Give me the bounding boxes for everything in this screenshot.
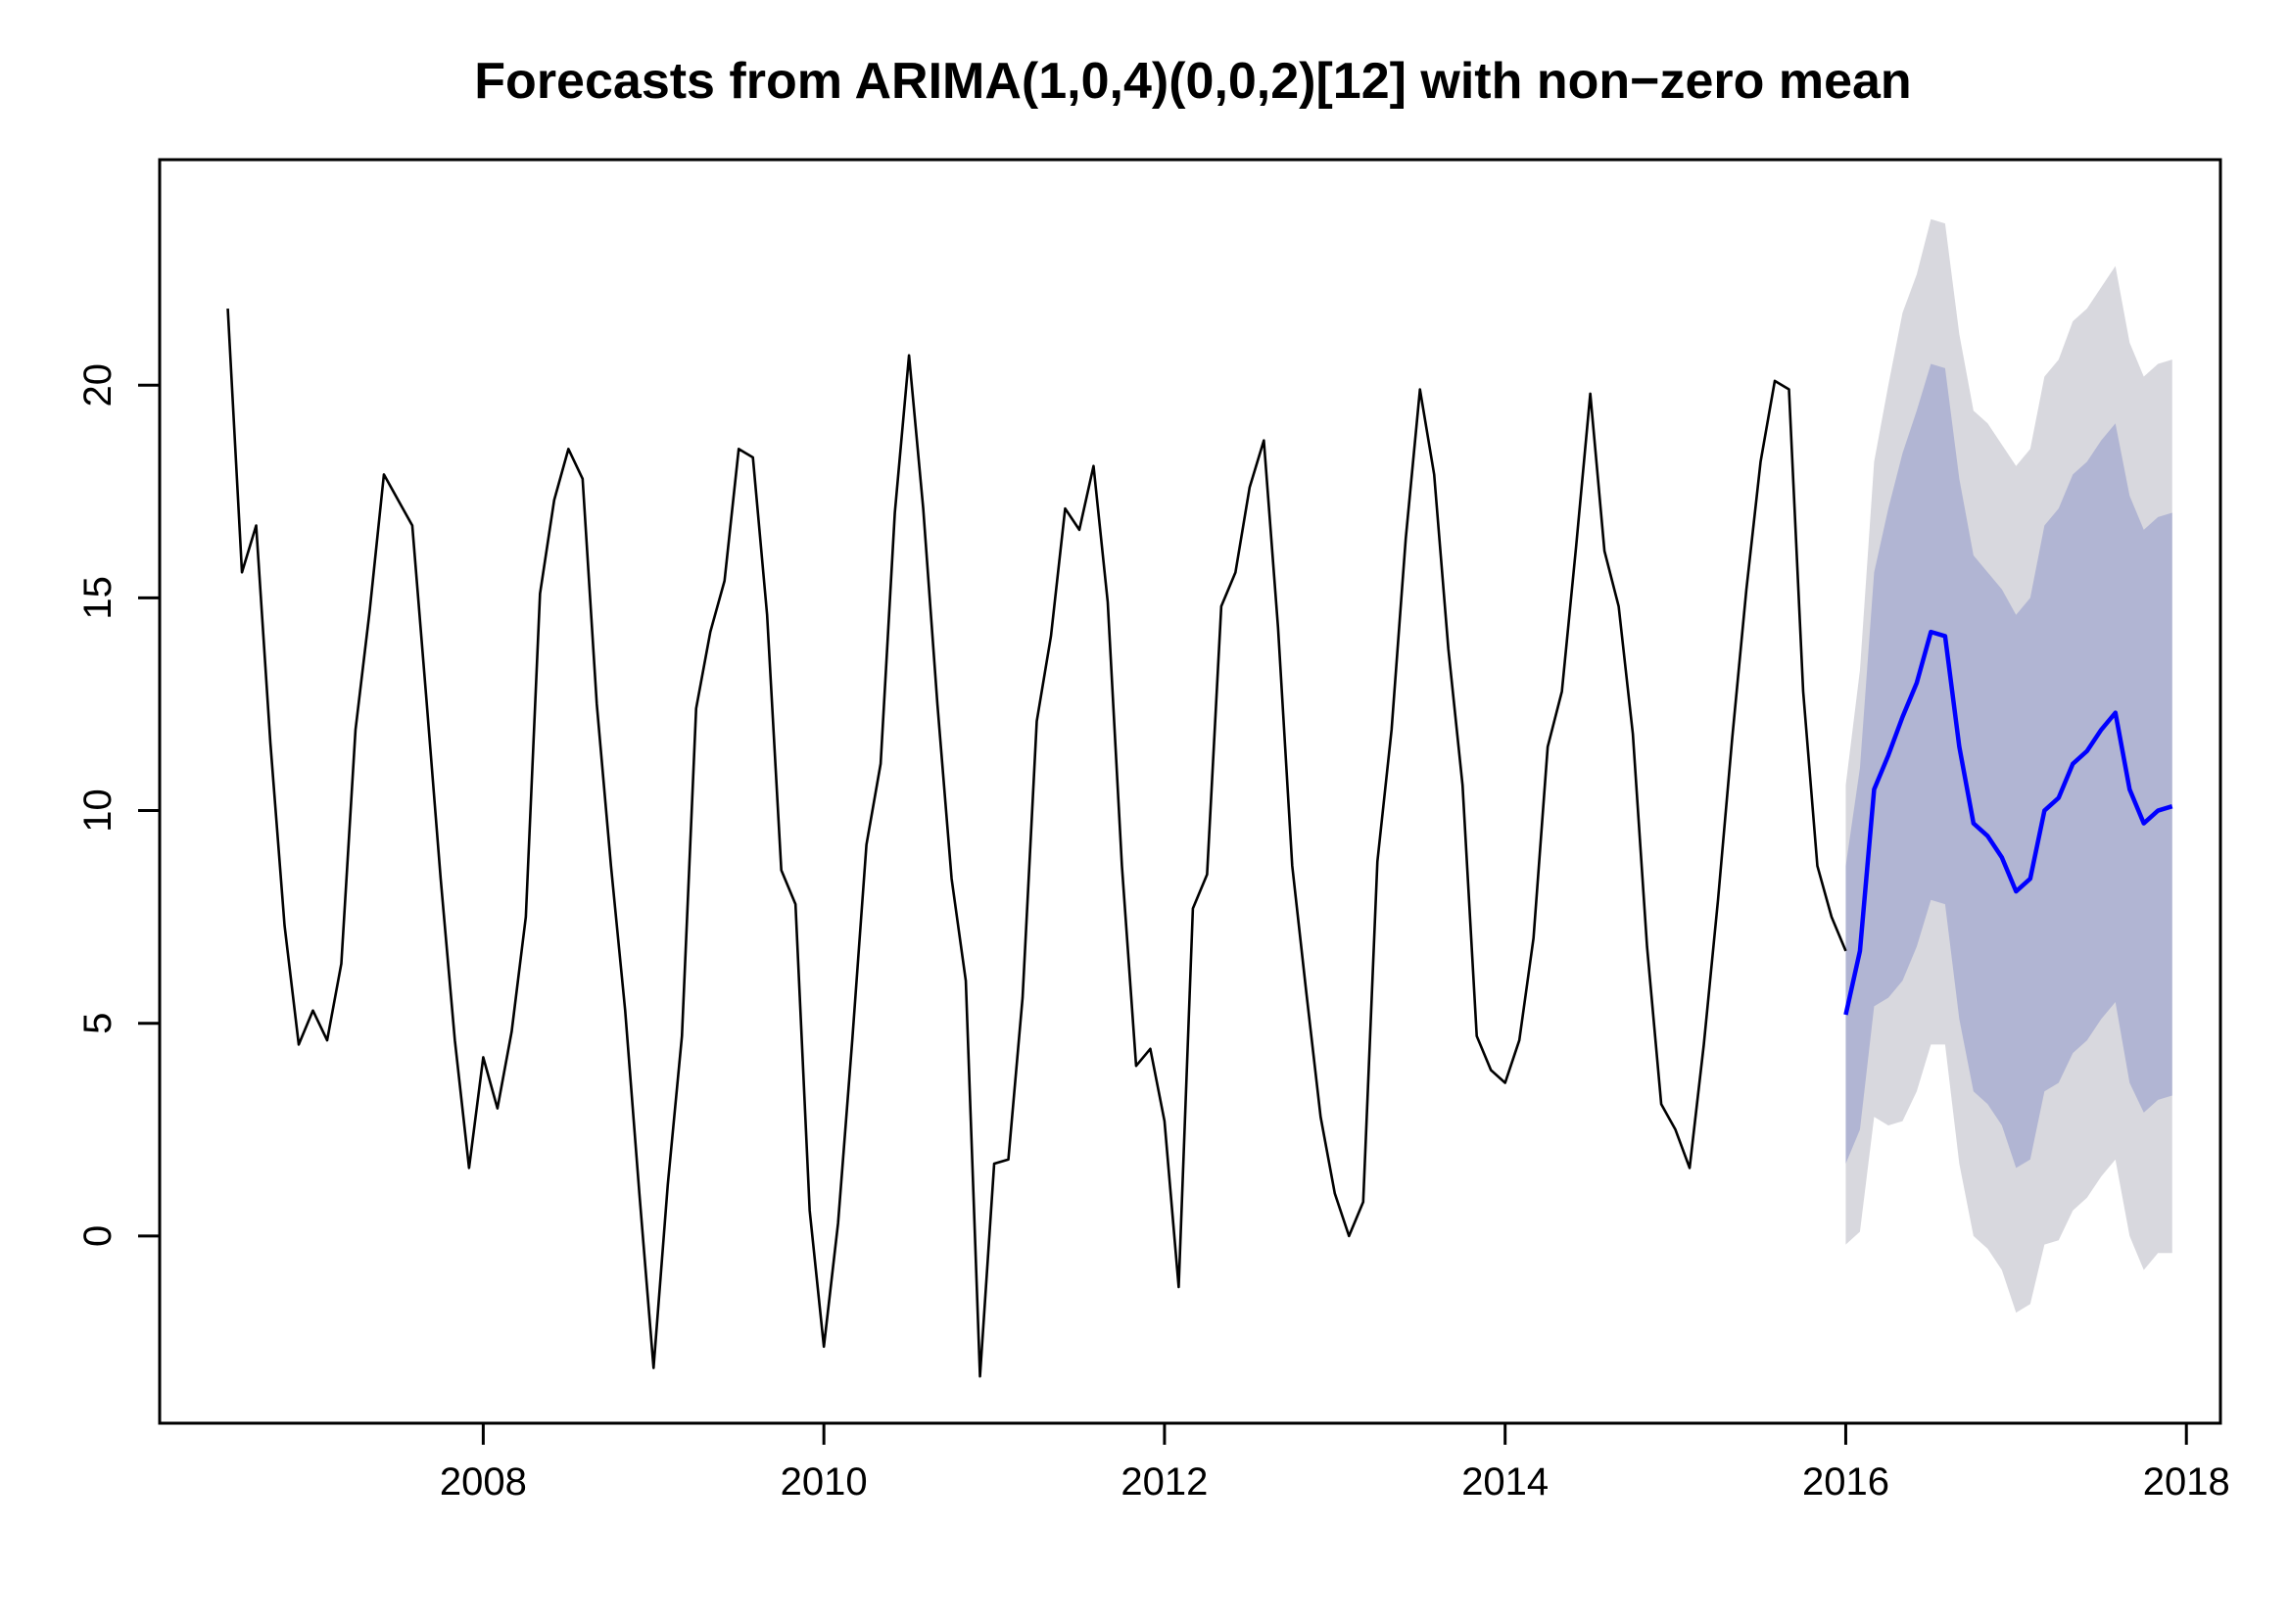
observed-series-line xyxy=(226,308,1847,1378)
prediction-bands xyxy=(1845,218,2172,1314)
x-tick-label: 2010 xyxy=(781,1460,868,1504)
forecast-series-line xyxy=(1843,629,2173,1016)
x-tick-label: 2008 xyxy=(440,1460,527,1504)
band-80 xyxy=(1845,363,2172,1169)
x-tick-label: 2016 xyxy=(1802,1460,1889,1504)
chart-title: Forecasts from ARIMA(1,0,4)(0,0,2)[12] w… xyxy=(474,53,1911,110)
y-tick-label: 20 xyxy=(76,363,119,407)
series-lines xyxy=(226,308,2173,1378)
x-tick-label: 2014 xyxy=(1461,1460,1549,1504)
y-tick-label: 10 xyxy=(76,788,119,833)
y-tick-label: 0 xyxy=(76,1225,119,1247)
x-tick-label: 2012 xyxy=(1121,1460,1208,1504)
y-tick-label: 15 xyxy=(76,576,119,620)
x-tick-label: 2018 xyxy=(2143,1460,2230,1504)
y-tick-label: 5 xyxy=(76,1013,119,1034)
x-axis: 2008 2010 2012 2014 2016 2018 xyxy=(440,1421,2230,1504)
y-axis: 0 5 10 15 20 xyxy=(76,363,162,1247)
